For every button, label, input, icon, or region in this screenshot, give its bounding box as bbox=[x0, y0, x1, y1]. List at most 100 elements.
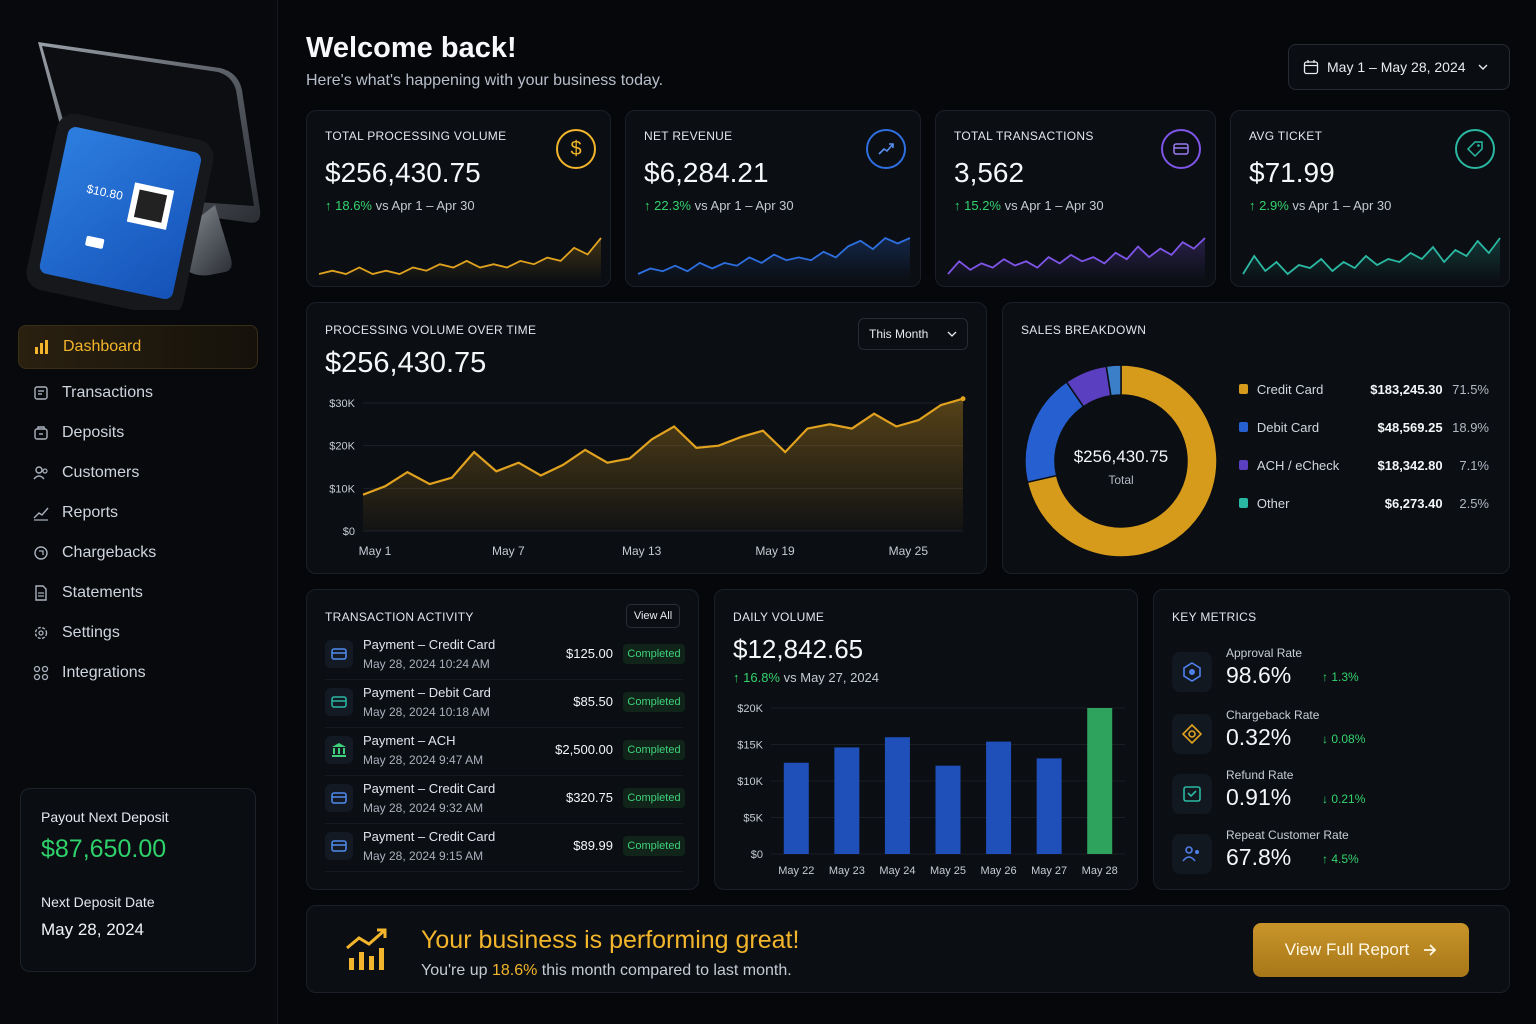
kpi-title: NET REVENUE bbox=[644, 129, 733, 143]
donut-slice-credit-card[interactable] bbox=[1026, 364, 1218, 558]
metric-delta-value: 4.5% bbox=[1331, 852, 1359, 866]
x-tick-label: May 25 bbox=[889, 544, 929, 558]
sidebar-item-deposits[interactable]: Deposits bbox=[18, 413, 258, 453]
area-fill bbox=[363, 398, 963, 531]
bar[interactable] bbox=[783, 762, 809, 854]
processing-volume-chart-card: PROCESSING VOLUME OVER TIME $256,430.75 … bbox=[306, 302, 987, 574]
kpi-card-processing-volume[interactable]: TOTAL PROCESSING VOLUME $256,430.75 ↑ 18… bbox=[306, 110, 611, 287]
donut-slice-debit-card[interactable] bbox=[1024, 380, 1085, 484]
sidebar-item-settings[interactable]: Settings bbox=[18, 613, 258, 653]
metric-delta-value: 1.3% bbox=[1331, 670, 1359, 684]
bar[interactable] bbox=[1087, 708, 1113, 854]
legend-swatch bbox=[1239, 460, 1248, 470]
transaction-name: Payment – ACH bbox=[363, 733, 456, 748]
sidebar-item-integrations[interactable]: Integrations bbox=[18, 653, 258, 693]
key-metrics-card: KEY METRICS Approval Rate 98.6% ↑ 1.3% Char… bbox=[1153, 589, 1510, 890]
sidebar-item-dashboard[interactable]: Dashboard bbox=[18, 325, 258, 369]
legend-row-other: Other $6,273.40 2.5% bbox=[1239, 493, 1489, 513]
sidebar-item-chargebacks[interactable]: Chargebacks bbox=[18, 533, 258, 573]
date-range-picker[interactable]: May 1 – May 28, 2024 bbox=[1288, 44, 1510, 90]
debit-card-icon bbox=[325, 688, 353, 716]
date-range-value: May 1 – May 28, 2024 bbox=[1327, 59, 1466, 75]
kpi-card-net-revenue[interactable]: NET REVENUE $6,284.21 ↑ 22.3% vs Apr 1 –… bbox=[625, 110, 921, 287]
metric-name: Chargeback Rate bbox=[1226, 708, 1320, 722]
bar[interactable] bbox=[935, 765, 961, 854]
metric-row: Approval Rate 98.6% ↑ 1.3% bbox=[1172, 646, 1492, 702]
approval-badge-icon bbox=[1172, 652, 1212, 692]
donut-slice-other[interactable] bbox=[1105, 364, 1122, 397]
metric-row: Chargeback Rate 0.32% ↓ 0.08% bbox=[1172, 708, 1492, 764]
x-tick-label: May 25 bbox=[930, 865, 966, 877]
repeat-users-icon bbox=[1172, 834, 1212, 874]
y-tick-label: $10K bbox=[737, 776, 763, 788]
sidebar-item-label: Customers bbox=[62, 464, 140, 481]
y-tick-label: $20K bbox=[329, 441, 355, 453]
metric-name: Repeat Customer Rate bbox=[1226, 828, 1349, 842]
kpi-compare: vs Apr 1 – Apr 30 bbox=[694, 198, 794, 213]
legend-name: ACH / eCheck bbox=[1256, 457, 1340, 473]
sidebar-item-customers[interactable]: Customers bbox=[18, 453, 258, 493]
section-title: KEY METRICS bbox=[1172, 610, 1257, 624]
transaction-amount: $89.99 bbox=[573, 838, 613, 853]
status-badge: Completed bbox=[623, 740, 685, 760]
sparkline-line bbox=[947, 237, 1206, 275]
metric-delta-value: 0.08% bbox=[1331, 732, 1366, 746]
legend-value: $183,245.30 bbox=[1370, 381, 1443, 397]
metric-row: Repeat Customer Rate 67.8% ↑ 4.5% bbox=[1172, 828, 1492, 884]
transaction-row[interactable]: Payment – ACH May 28, 2024 9:47 AM $2,500.… bbox=[325, 728, 685, 776]
period-select[interactable]: This Month bbox=[858, 318, 968, 350]
y-tick-label: $10K bbox=[329, 483, 355, 495]
kpi-title: AVG TICKET bbox=[1249, 129, 1323, 143]
view-all-button[interactable]: View All bbox=[626, 604, 680, 628]
kpi-card-avg-ticket[interactable]: AVG TICKET $71.99 ↑ 2.9% vs Apr 1 – Apr … bbox=[1230, 110, 1510, 287]
legend-value: $6,273.40 bbox=[1384, 495, 1443, 511]
kpi-delta-pct: 2.9% bbox=[1259, 198, 1289, 213]
page-subtitle: Here's what's happening with your busine… bbox=[306, 72, 664, 89]
chevron-down-icon bbox=[947, 329, 957, 339]
sidebar-item-transactions[interactable]: Transactions bbox=[18, 373, 258, 413]
bank-icon bbox=[325, 736, 353, 764]
x-tick-label: May 19 bbox=[755, 544, 795, 558]
sparkline-area bbox=[638, 238, 910, 282]
transaction-row[interactable]: Payment – Credit Card May 28, 2024 9:15 A… bbox=[325, 824, 685, 872]
legend-name: Debit Card bbox=[1256, 419, 1320, 435]
sidebar-item-statements[interactable]: Statements bbox=[18, 573, 258, 613]
transaction-time: May 28, 2024 9:47 AM bbox=[363, 753, 484, 767]
transaction-time: May 28, 2024 9:32 AM bbox=[363, 801, 484, 815]
bar[interactable] bbox=[1036, 758, 1062, 854]
dollar-icon: $ bbox=[556, 129, 596, 169]
cta-label: View Full Report bbox=[1284, 940, 1410, 959]
bar[interactable] bbox=[834, 747, 860, 854]
banner-headline: Your business is performing great! bbox=[421, 926, 800, 954]
kpi-value: 3,562 bbox=[954, 157, 1025, 188]
kpi-card-total-transactions[interactable]: TOTAL TRANSACTIONS 3,562 ↑ 15.2% vs Apr … bbox=[935, 110, 1216, 287]
payout-amount: $87,650.00 bbox=[41, 835, 167, 863]
kpi-title: TOTAL PROCESSING VOLUME bbox=[325, 129, 507, 143]
kpi-compare: vs Apr 1 – Apr 30 bbox=[1292, 198, 1392, 213]
legend-value: $48,569.25 bbox=[1377, 419, 1443, 435]
banner-text-post: this month compared to last month. bbox=[537, 962, 792, 979]
transaction-row[interactable]: Payment – Credit Card May 28, 2024 10:24 … bbox=[325, 632, 685, 680]
metric-delta: ↓ 0.21% bbox=[1322, 792, 1366, 806]
metric-delta: ↑ 1.3% bbox=[1322, 670, 1359, 684]
metric-name: Approval Rate bbox=[1226, 646, 1303, 660]
x-tick-label: May 27 bbox=[1031, 865, 1067, 877]
bar[interactable] bbox=[884, 737, 910, 854]
x-tick-label: May 7 bbox=[492, 544, 525, 558]
sparkline-line bbox=[1242, 237, 1501, 276]
transaction-amount: $320.75 bbox=[566, 790, 613, 805]
credit-card-icon bbox=[325, 784, 353, 812]
view-full-report-button[interactable]: View Full Report bbox=[1253, 923, 1469, 977]
kpi-delta-pct: 15.2% bbox=[964, 198, 1001, 213]
kpi-delta-pct: 22.3% bbox=[654, 198, 691, 213]
kpi-title: TOTAL TRANSACTIONS bbox=[954, 129, 1094, 143]
transaction-row[interactable]: Payment – Credit Card May 28, 2024 9:32 A… bbox=[325, 776, 685, 824]
pos-terminal-image: $10.80 bbox=[26, 42, 261, 310]
sidebar-item-reports[interactable]: Reports bbox=[18, 493, 258, 533]
y-tick-label: $30K bbox=[329, 398, 355, 410]
users-icon bbox=[32, 464, 50, 482]
bar[interactable] bbox=[986, 741, 1012, 854]
next-deposit-date: May 28, 2024 bbox=[41, 920, 145, 939]
transaction-row[interactable]: Payment – Debit Card May 28, 2024 10:18 A… bbox=[325, 680, 685, 728]
legend-pct: 71.5% bbox=[1452, 381, 1489, 397]
